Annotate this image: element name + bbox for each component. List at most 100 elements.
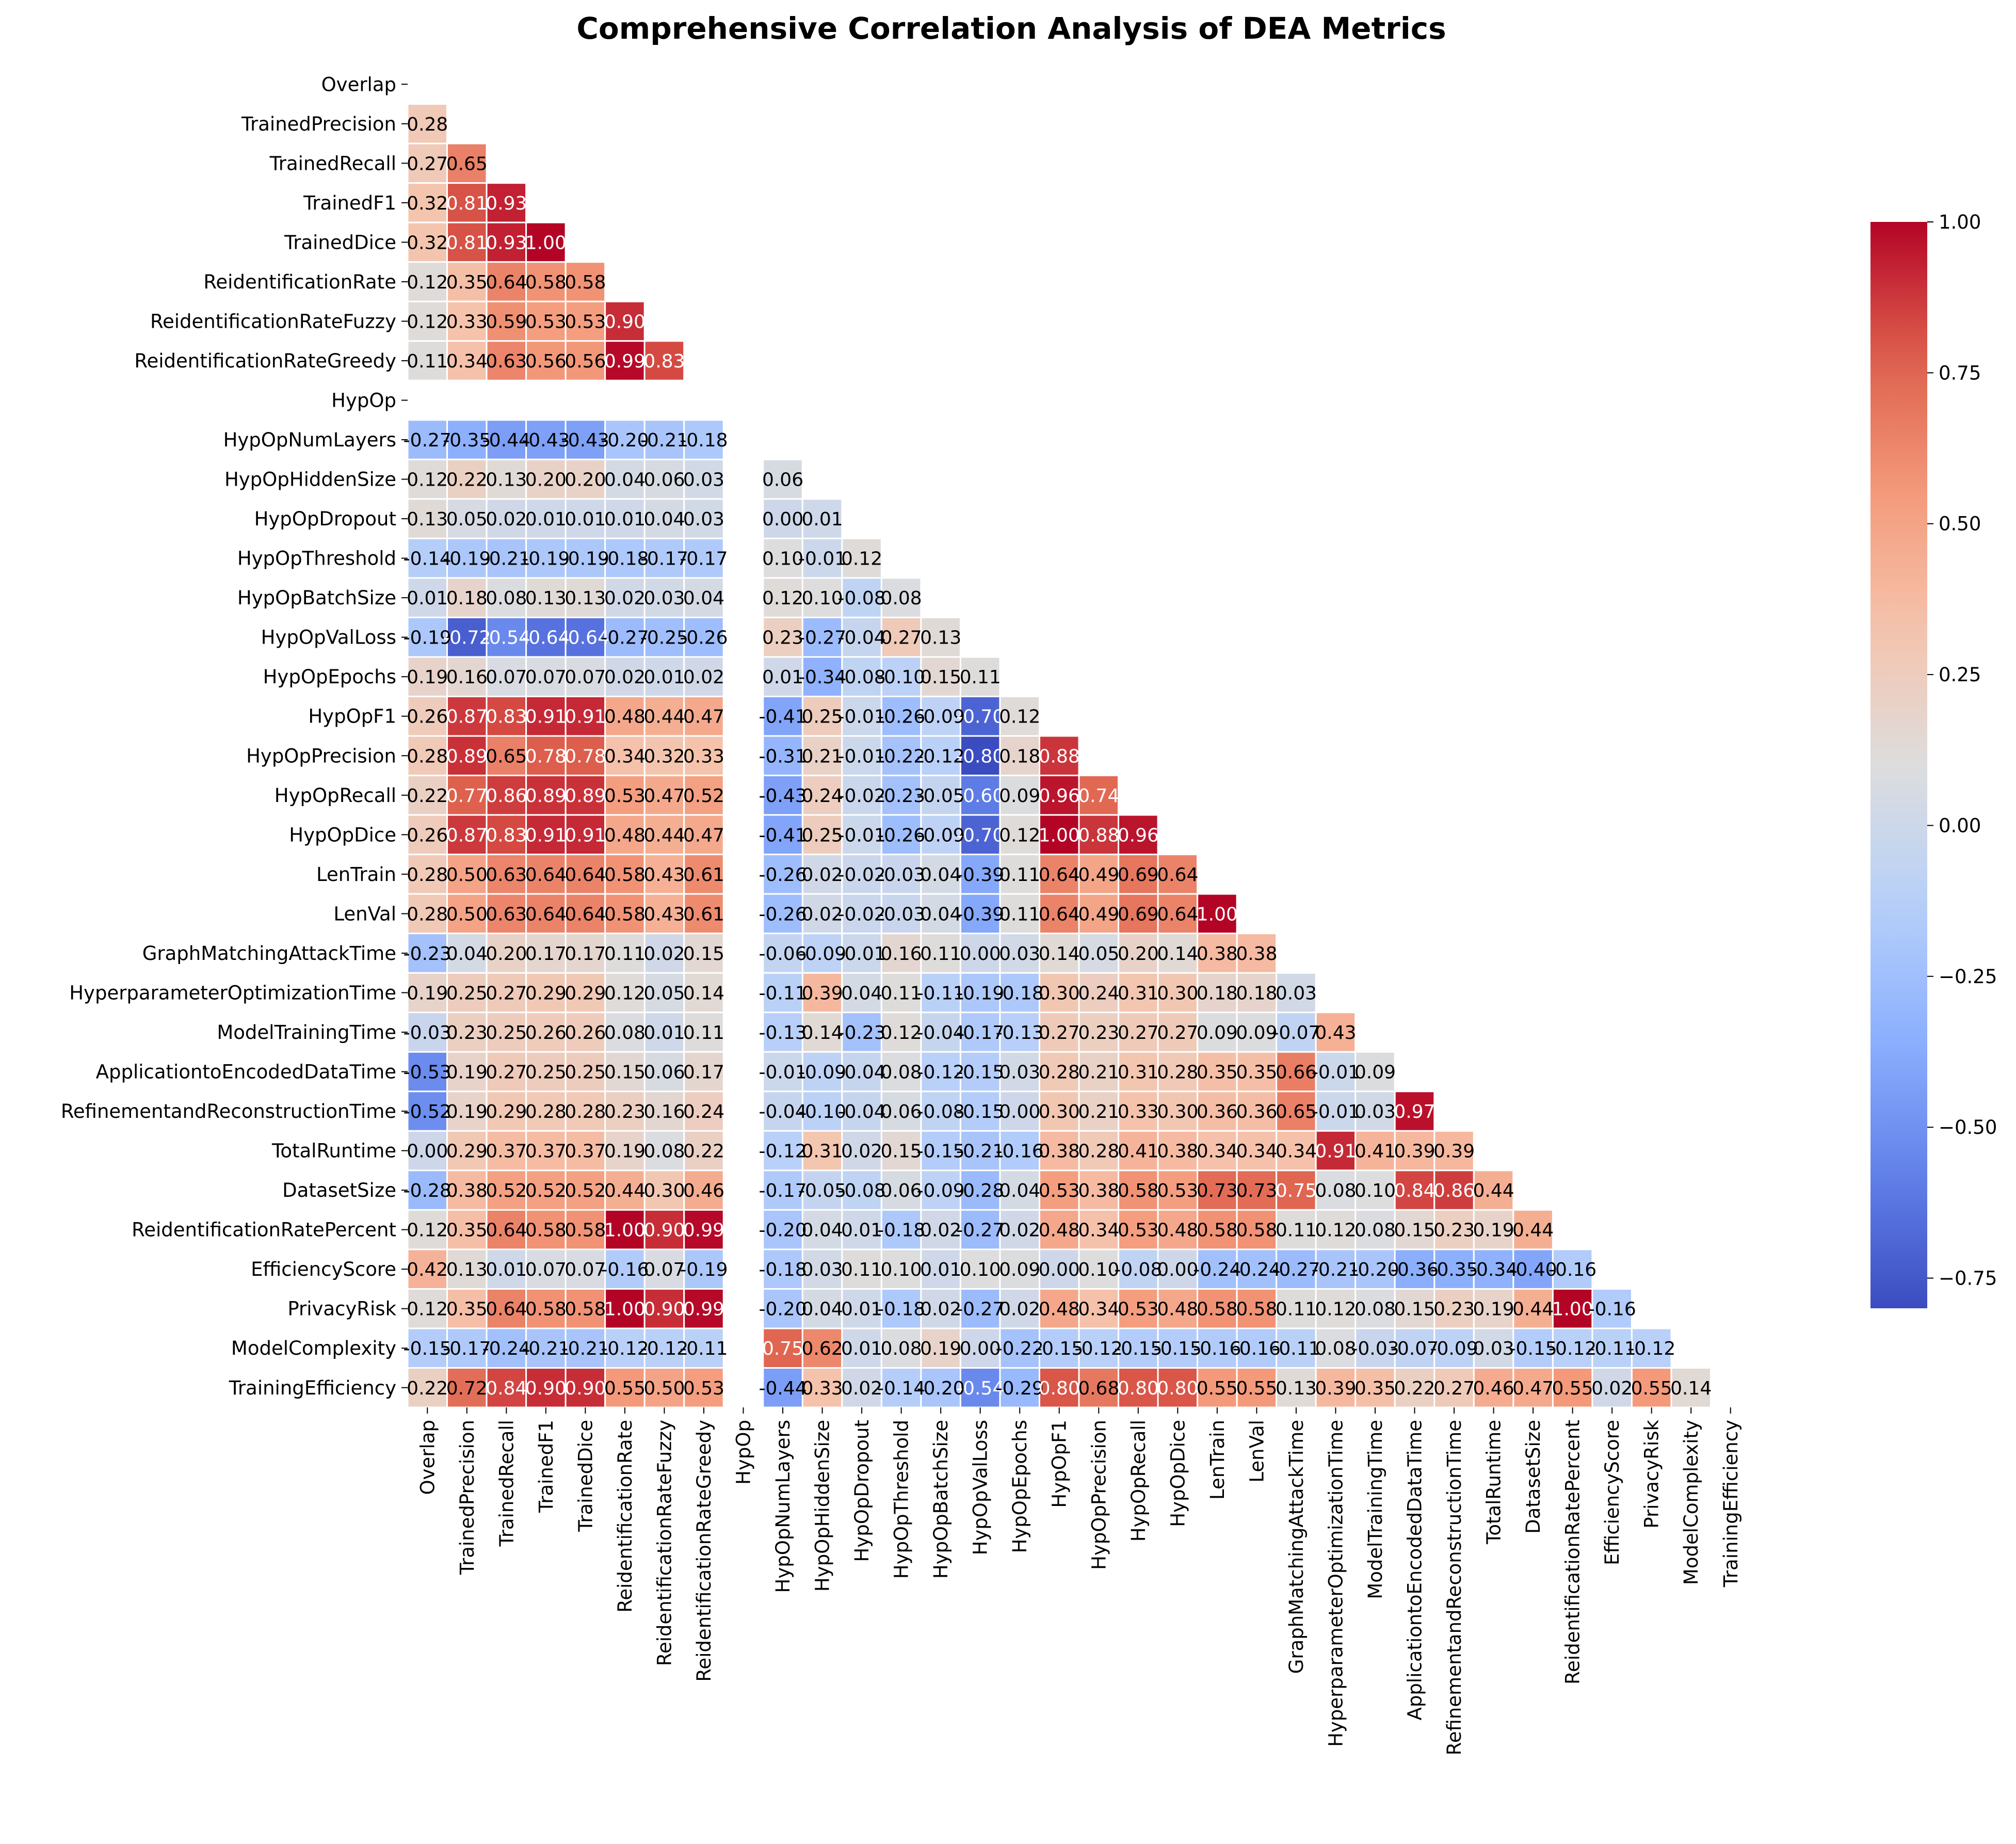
- heatmap-cell: [486, 695, 527, 737]
- cell-value-label: 0.88: [1039, 746, 1080, 767]
- cell-value-label: 0.53: [1118, 1299, 1159, 1320]
- heatmap-cell: [1118, 1327, 1159, 1369]
- cell-value-label: 0.30: [643, 1180, 685, 1201]
- cell-value-label: 0.28: [1157, 1062, 1198, 1083]
- cell-value-label: 1.00: [604, 1220, 646, 1241]
- cell-value-label: 0.58: [1118, 1180, 1159, 1201]
- heatmap-cell: [565, 1327, 606, 1369]
- heatmap-cell: [1552, 1367, 1593, 1408]
- cell-value-label: -0.28: [404, 1180, 451, 1201]
- cell-value-label: 0.93: [486, 193, 527, 214]
- cell-value-label: 0.19: [446, 1101, 488, 1123]
- cell-value-label: 0.18: [999, 746, 1040, 767]
- cell-value-label: -0.19: [522, 549, 570, 570]
- cell-value-label: 0.11: [1276, 1299, 1317, 1320]
- cell-value-label: -0.35: [443, 430, 491, 451]
- heatmap-cell: [446, 972, 488, 1014]
- cell-value-label: -0.02: [838, 864, 886, 886]
- cell-value-label: 0.64: [1157, 864, 1198, 886]
- x-tick-label: HypOpThreshold: [891, 1420, 913, 1579]
- cell-value-label: 0.04: [920, 904, 961, 925]
- cell-value-label: 0.49: [1078, 904, 1119, 925]
- x-tick-label: TrainedRecall: [495, 1420, 518, 1547]
- heatmap-cell: [643, 1051, 685, 1093]
- heatmap-cell: [1236, 1327, 1278, 1369]
- cell-value-label: 0.12: [407, 272, 448, 293]
- cell-value-label: -0.54: [956, 1378, 1004, 1399]
- cell-value-label: 0.09: [1197, 1022, 1238, 1044]
- heatmap-cell: [920, 1130, 961, 1172]
- y-tick-label: TotalRuntime: [271, 1140, 396, 1162]
- heatmap-cell: [920, 1288, 961, 1329]
- cell-value-label: 0.18: [1197, 983, 1238, 1004]
- cell-value-label: 0.58: [565, 1299, 606, 1320]
- cell-value-label: 0.11: [999, 904, 1040, 925]
- heatmap-cell: [920, 735, 961, 777]
- cell-value-label: -0.05: [917, 785, 965, 807]
- cell-value-label: 0.52: [565, 1180, 606, 1201]
- heatmap-cell: [486, 261, 527, 302]
- heatmap-cell: [762, 893, 803, 935]
- cell-value-label: 0.22: [407, 785, 448, 807]
- cell-value-label: 0.30: [1157, 1101, 1198, 1123]
- cell-value-label: -0.16: [996, 1141, 1044, 1162]
- heatmap-cell: [1118, 854, 1159, 895]
- y-tick-label: LenTrain: [316, 863, 396, 886]
- cell-value-label: 0.58: [1197, 1220, 1238, 1241]
- x-tick-label: DatasetSize: [1522, 1420, 1544, 1534]
- heatmap-cell: [683, 1367, 724, 1408]
- cell-value-label: 0.34: [1078, 1299, 1119, 1320]
- cell-value-label: -0.24: [1233, 1259, 1281, 1280]
- cell-value-label: 0.14: [801, 1022, 843, 1044]
- heatmap-cell: [565, 656, 606, 697]
- cell-value-label: 0.05: [1078, 943, 1119, 965]
- cell-value-label: -0.70: [956, 825, 1004, 846]
- heatmap-cell: [841, 1327, 882, 1369]
- cell-value-label: 0.99: [683, 1220, 724, 1241]
- cell-value-label: -0.26: [680, 628, 728, 649]
- y-tick-label: HypOpValLoss: [261, 627, 396, 649]
- cell-value-label: 0.02: [604, 667, 646, 688]
- cell-value-label: 0.83: [486, 825, 527, 846]
- heatmap-cell: [525, 221, 567, 263]
- cell-value-label: 0.31: [801, 1141, 843, 1162]
- y-tick-label: TrainedDice: [284, 231, 396, 253]
- heatmap-cell: [643, 458, 685, 500]
- cell-value-label: -0.39: [956, 864, 1004, 886]
- cell-value-label: 0.10: [960, 1259, 1001, 1280]
- cell-value-label: 0.96: [1039, 785, 1080, 807]
- heatmap-cell: [407, 340, 448, 381]
- cell-value-label: 0.03: [643, 588, 685, 609]
- cell-value-label: 0.13: [525, 588, 567, 609]
- cell-value-label: 0.23: [1433, 1220, 1475, 1241]
- heatmap-cell: [525, 1130, 567, 1172]
- cell-value-label: 0.84: [486, 1378, 527, 1399]
- cell-value-label: -0.27: [601, 628, 649, 649]
- heatmap-cell: [762, 1288, 803, 1329]
- cell-value-label: -0.19: [956, 983, 1004, 1004]
- cell-value-label: 0.75: [762, 1338, 803, 1359]
- cell-value-label: 0.02: [801, 904, 843, 925]
- cell-value-label: -0.39: [956, 904, 1004, 925]
- cell-value-label: 0.48: [1157, 1299, 1198, 1320]
- heatmap-cell: [683, 814, 724, 856]
- cell-value-label: -0.26: [877, 825, 925, 846]
- cell-value-label: 0.55: [1631, 1378, 1672, 1399]
- heatmap-cell: [1315, 1130, 1357, 1172]
- heatmap-cell: [643, 775, 685, 816]
- heatmap-cell: [565, 1051, 606, 1093]
- cell-value-label: -0.21: [956, 1141, 1004, 1162]
- cell-value-label: 0.00: [960, 943, 1001, 965]
- cell-value-label: 0.03: [1473, 1338, 1514, 1359]
- heatmap-cell: [1078, 1367, 1120, 1408]
- heatmap-cell: [1038, 1327, 1080, 1369]
- heatmap-cell: [486, 458, 527, 500]
- heatmap-cell: [604, 300, 646, 342]
- cell-value-label: -0.31: [759, 746, 807, 767]
- cell-value-label: -0.16: [1588, 1299, 1636, 1320]
- cell-value-label: 0.17: [565, 943, 606, 965]
- cell-value-label: -0.23: [877, 785, 925, 807]
- cell-value-label: -0.34: [798, 667, 846, 688]
- cell-value-label: 0.15: [881, 1141, 922, 1162]
